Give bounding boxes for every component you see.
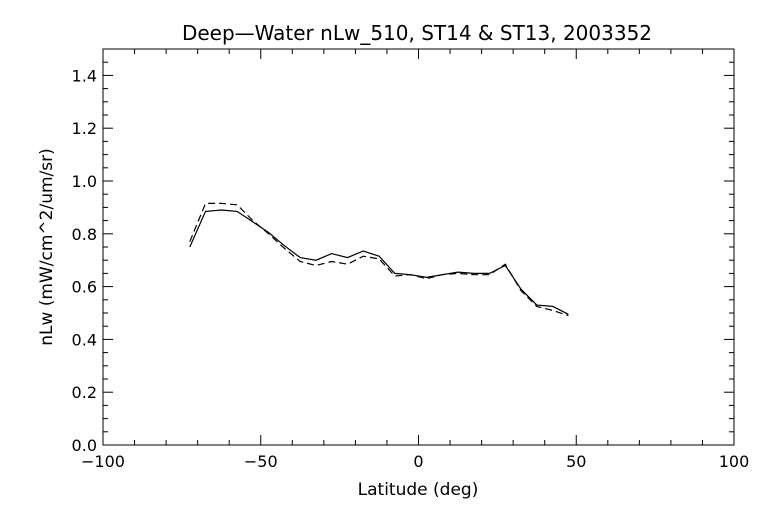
dashed-series-line	[189, 202, 569, 317]
y-tick-label: 0.4	[72, 330, 97, 349]
series-layer	[189, 202, 569, 317]
y-tick-label: 0.6	[72, 278, 97, 297]
y-tick-label: 1.2	[72, 119, 97, 138]
ticks-layer: −100 −50 0 50 100 0.0 0.2 0.4 0.6 0.8 1.0 1.2 1.4	[72, 49, 750, 471]
plot-frame	[102, 48, 735, 446]
y-tick-label: 0.2	[72, 383, 97, 402]
x-axis-label: Latitude (deg)	[358, 480, 479, 500]
y-tick-label: 0.0	[72, 436, 97, 455]
y-tick-label: 1.0	[72, 172, 97, 191]
x-tick-label: 50	[566, 452, 586, 471]
x-tick-label: −100	[81, 452, 125, 471]
x-tick-label: 100	[719, 452, 750, 471]
chart-title: Deep—Water nLw_510, ST14 & ST13, 2003352	[182, 21, 652, 45]
y-tick-label: 0.8	[72, 225, 97, 244]
x-tick-label: −50	[244, 452, 278, 471]
x-tick-label: 0	[413, 452, 423, 471]
y-tick-label: 1.4	[72, 66, 97, 85]
solid-series-line	[189, 209, 569, 315]
y-axis-label: nLw (mW/cm^2/um/sr)	[37, 148, 57, 346]
